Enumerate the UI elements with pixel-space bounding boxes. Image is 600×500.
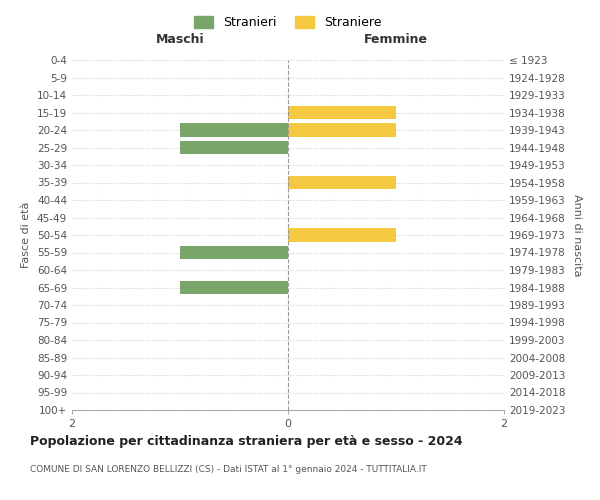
Bar	[180, 124, 288, 136]
Bar	[180, 141, 288, 154]
Bar	[288, 106, 396, 119]
Bar	[288, 124, 396, 136]
Text: Popolazione per cittadinanza straniera per età e sesso - 2024: Popolazione per cittadinanza straniera p…	[30, 435, 463, 448]
Text: Maschi: Maschi	[155, 33, 205, 46]
Bar	[180, 246, 288, 259]
Text: COMUNE DI SAN LORENZO BELLIZZI (CS) - Dati ISTAT al 1° gennaio 2024 - TUTTITALIA: COMUNE DI SAN LORENZO BELLIZZI (CS) - Da…	[30, 465, 427, 474]
Legend: Stranieri, Straniere: Stranieri, Straniere	[190, 11, 386, 34]
Bar	[180, 281, 288, 294]
Y-axis label: Anni di nascita: Anni di nascita	[572, 194, 582, 276]
Text: Femmine: Femmine	[364, 33, 428, 46]
Y-axis label: Fasce di età: Fasce di età	[22, 202, 31, 268]
Bar	[288, 228, 396, 241]
Bar	[288, 176, 396, 189]
